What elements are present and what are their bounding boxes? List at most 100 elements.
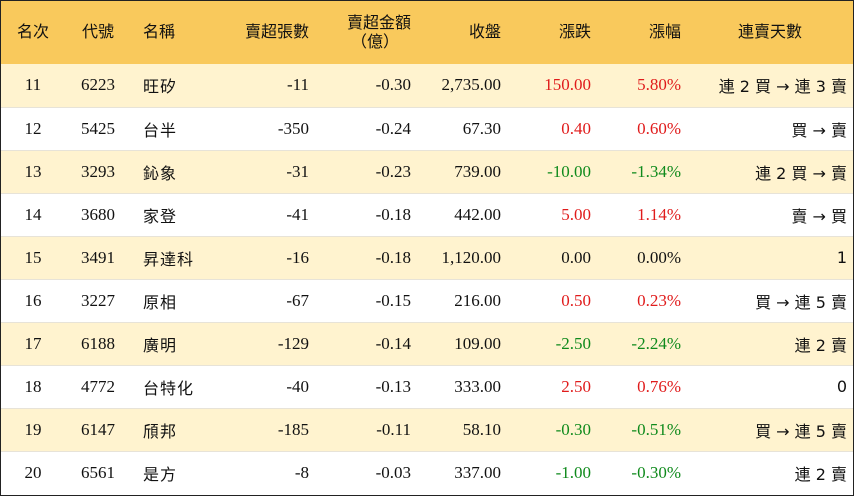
consecutive-days-cell: 連 2 賣 [687,321,853,365]
change-cell: 2.50 [507,364,597,408]
header-change: 漲跌 [558,22,591,42]
close-price-cell: 109.00 [417,321,507,365]
net-sell-lots-cell: -16 [219,235,315,279]
rank-cell: 20 [1,450,65,494]
consecutive-days-cell: 賣 → 買 [687,192,853,236]
consecutive-days-cell: 1 [687,235,853,279]
close-price-cell: 58.10 [417,407,507,451]
consecutive-days-cell: 連 2 賣 [687,450,853,494]
rank-cell: 13 [1,149,65,193]
net-sell-lots-cell: -41 [219,192,315,236]
code-cell: 3227 [65,278,131,322]
close-price-cell: 216.00 [417,278,507,322]
change-pct-cell: -0.51% [597,407,687,451]
header-code: 代號 [81,22,114,42]
close-price-cell: 333.00 [417,364,507,408]
table-row: 20 6561 是方 -8 -0.03 337.00 -1.00 -0.30% 連 2 賣 [1,450,853,494]
consecutive-days-cell: 0 [687,364,853,408]
table-row: 19 6147 頎邦 -185 -0.11 58.10 -0.30 -0.51% 買 → 連 5… [1,407,853,451]
net-sell-amount-cell: -0.30 [375,75,411,95]
change-cell: -2.50 [507,321,597,365]
table-header: 名次 代號 名稱 賣超張數 賣超金額 （億） 收盤 漲跌 漲幅 連賣天數 [1,1,853,64]
net-sell-amount-cell: -0.11 [315,407,417,451]
close-price-cell: 442.00 [417,192,507,236]
consecutive-days-cell: 連 2 買 → 賣 [687,149,853,193]
name-cell: 台特化 [131,364,219,408]
net-sell-amount-cell: -0.18 [315,235,417,279]
net-sell-lots-cell: -129 [219,321,315,365]
change-pct-cell: 0.00% [597,235,687,279]
rank-cell: 16 [1,278,65,322]
name-cell: 昇達科 [131,235,219,279]
name-cell: 家登 [131,192,219,236]
rank-cell: 12 [1,106,65,150]
net-sell-lots-cell: -67 [219,278,315,322]
table-row: 16 3227 原相 -67 -0.15 216.00 0.50 0.23% 買 → 連 5 賣 [1,278,853,322]
header-row: 名次 代號 名稱 賣超張數 賣超金額 （億） 收盤 漲跌 漲幅 連賣天數 [1,1,853,64]
change-cell: 0.00 [507,235,597,279]
net-sell-lots-cell: -8 [219,450,315,494]
code-cell: 3491 [65,235,131,279]
code-cell: 6147 [65,407,131,451]
change-pct-cell: -2.24% [597,321,687,365]
header-rank: 名次 [16,22,49,42]
code-cell: 6223 [81,75,115,95]
change-cell: -0.30 [507,407,597,451]
close-price-cell: 67.30 [417,106,507,150]
code-cell: 6188 [65,321,131,365]
table-row: 14 3680 家登 -41 -0.18 442.00 5.00 1.14% 賣 → 買 [1,192,853,236]
rank-cell: 19 [1,407,65,451]
table-row: 17 6188 廣明 -129 -0.14 109.00 -2.50 -2.24% 連 2 賣 [1,321,853,365]
header-net-sell-amount-line1: 賣超金額 [346,13,411,33]
consecutive-days-cell: 買 → 連 5 賣 [687,407,853,451]
change-cell: 0.50 [507,278,597,322]
change-cell: 0.40 [507,106,597,150]
name-cell: 頎邦 [131,407,219,451]
rank-cell: 17 [1,321,65,365]
name-cell: 旺矽 [143,77,178,97]
header-change-pct: 漲幅 [648,22,681,42]
close-price-cell: 337.00 [417,450,507,494]
rank-cell: 18 [1,364,65,408]
table-row: 13 3293 鈊象 -31 -0.23 739.00 -10.00 -1.34% 連 2 買 … [1,149,853,193]
change-pct-cell: -0.30% [597,450,687,494]
rank-cell: 14 [1,192,65,236]
net-sell-amount-cell: -0.23 [315,149,417,193]
net-sell-lots-cell: -11 [286,75,309,95]
code-cell: 5425 [65,106,131,150]
name-cell: 廣明 [131,321,219,365]
net-sell-lots-cell: -31 [219,149,315,193]
net-sell-amount-cell: -0.18 [315,192,417,236]
net-sell-amount-cell: -0.14 [315,321,417,365]
header-consecutive-days: 連賣天數 [737,22,802,42]
net-sell-lots-cell: -40 [219,364,315,408]
net-sell-amount-cell: -0.24 [315,106,417,150]
code-cell: 3293 [65,149,131,193]
name-cell: 原相 [131,278,219,322]
consecutive-days-cell: 連 2 買 → 連 3 賣 [718,77,847,97]
table-row: 18 4772 台特化 -40 -0.13 333.00 2.50 0.76% 0 [1,364,853,408]
name-cell: 台半 [131,106,219,150]
close-price-cell: 1,120.00 [417,235,507,279]
change-pct-cell: 0.60% [597,106,687,150]
change-cell: 150.00 [544,75,591,95]
code-cell: 6561 [65,450,131,494]
header-close: 收盤 [468,22,501,42]
table-row: 11 6223 旺矽 -11 -0.30 2,735.00 150.00 5.80% 連 2 買… [1,64,853,107]
net-sell-amount-cell: -0.15 [315,278,417,322]
change-pct-cell: 0.23% [597,278,687,322]
table-row: 15 3491 昇達科 -16 -0.18 1,120.00 0.00 0.00% 1 [1,235,853,279]
change-cell: -10.00 [507,149,597,193]
change-cell: 5.00 [507,192,597,236]
name-cell: 鈊象 [131,149,219,193]
change-pct-cell: 5.80% [637,75,681,95]
header-net-sell-lots: 賣超張數 [244,22,309,42]
consecutive-days-cell: 買 → 連 5 賣 [687,278,853,322]
code-cell: 4772 [65,364,131,408]
close-price-cell: 2,735.00 [441,75,502,95]
net-sell-amount-cell: -0.03 [315,450,417,494]
net-sell-amount-cell: -0.13 [315,364,417,408]
change-pct-cell: 0.76% [597,364,687,408]
change-cell: -1.00 [507,450,597,494]
